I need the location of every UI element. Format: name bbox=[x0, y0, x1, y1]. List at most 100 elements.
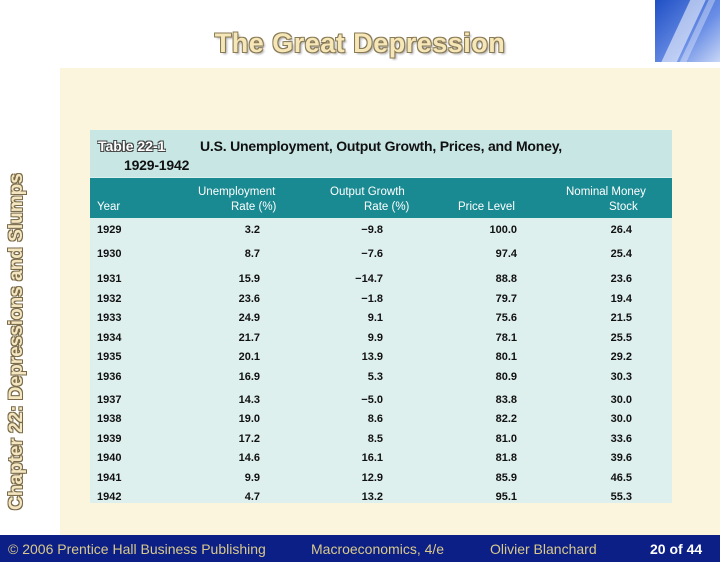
cell-year: 1937 bbox=[97, 394, 122, 406]
cell-money-stock: 19.4 bbox=[610, 293, 632, 305]
cell-output-growth-rate: 13.9 bbox=[361, 351, 383, 363]
header-unemployment-unit: Rate (%) bbox=[231, 201, 277, 213]
footer-book: Macroeconomics, 4/e bbox=[311, 541, 445, 557]
cell-year: 1942 bbox=[97, 491, 122, 503]
table-row: 1941 9.9 12.9 85.9 46.5 bbox=[90, 469, 672, 489]
cell-year: 1939 bbox=[97, 433, 122, 445]
data-table: Table 22-1 U.S. Unemployment, Output Gro… bbox=[90, 130, 672, 503]
cell-year: 1941 bbox=[97, 472, 122, 484]
cell-money-stock: 46.5 bbox=[610, 472, 632, 484]
table-row: 1942 4.7 13.2 95.1 55.3 bbox=[90, 488, 672, 508]
cell-output-growth-rate: 8.6 bbox=[367, 413, 383, 425]
cell-year: 1929 bbox=[97, 224, 122, 236]
cell-unemployment-rate: 14.6 bbox=[238, 452, 260, 464]
chapter-label: Chapter 22: Depressions and Slumps bbox=[6, 173, 27, 510]
cell-output-growth-rate: 5.3 bbox=[367, 371, 383, 383]
table-header: Year Unemployment Rate (%) Output Growth… bbox=[90, 178, 672, 218]
cell-output-growth-rate: 16.1 bbox=[361, 452, 383, 464]
cell-output-growth-rate: −14.7 bbox=[355, 273, 383, 285]
cell-unemployment-rate: 3.2 bbox=[244, 224, 260, 236]
footer: © 2006 Prentice Hall Business Publishing… bbox=[0, 535, 720, 562]
cell-output-growth-rate: 9.1 bbox=[367, 312, 383, 324]
table-row: 1939 17.2 8.5 81.0 33.6 bbox=[90, 430, 672, 450]
cell-unemployment-rate: 15.9 bbox=[238, 273, 260, 285]
table-row: 1934 21.7 9.9 78.1 25.5 bbox=[90, 329, 672, 349]
cell-price-level: 81.8 bbox=[495, 452, 517, 464]
cell-price-level: 82.2 bbox=[495, 413, 517, 425]
footer-page-number: 20 of 44 bbox=[650, 541, 703, 557]
cell-year: 1933 bbox=[97, 312, 122, 324]
cell-price-level: 97.4 bbox=[495, 248, 517, 260]
cell-unemployment-rate: 8.7 bbox=[244, 248, 260, 260]
cell-money-stock: 30.0 bbox=[610, 413, 632, 425]
table-label: Table 22-1 bbox=[98, 138, 166, 154]
table-row: 1938 19.0 8.6 82.2 30.0 bbox=[90, 410, 672, 430]
cell-year: 1932 bbox=[97, 293, 122, 305]
cell-year: 1930 bbox=[97, 248, 122, 260]
cell-output-growth-rate: 12.9 bbox=[361, 472, 383, 484]
cell-money-stock: 33.6 bbox=[610, 433, 632, 445]
header-price-level: Price Level bbox=[458, 201, 515, 213]
header-money: Nominal Money bbox=[566, 186, 646, 198]
table-row: 1930 8.7 −7.6 97.4 25.4 bbox=[90, 245, 672, 265]
cell-unemployment-rate: 9.9 bbox=[244, 472, 260, 484]
table-row: 1932 23.6 −1.8 79.7 19.4 bbox=[90, 290, 672, 310]
slide-title: The Great Depression bbox=[214, 28, 506, 58]
cell-unemployment-rate: 20.1 bbox=[238, 351, 260, 363]
cell-year: 1936 bbox=[97, 371, 122, 383]
cell-year: 1934 bbox=[97, 332, 122, 344]
table-caption: Table 22-1 U.S. Unemployment, Output Gro… bbox=[90, 130, 672, 177]
header-output-growth-unit: Rate (%) bbox=[364, 201, 410, 213]
cell-money-stock: 30.3 bbox=[610, 371, 632, 383]
cell-money-stock: 21.5 bbox=[610, 312, 632, 324]
cell-money-stock: 25.5 bbox=[610, 332, 632, 344]
cell-price-level: 81.0 bbox=[495, 433, 517, 445]
cell-price-level: 80.9 bbox=[495, 371, 517, 383]
cell-year: 1935 bbox=[97, 351, 122, 363]
cell-price-level: 85.9 bbox=[495, 472, 517, 484]
table-row: 1929 3.2 −9.8 100.0 26.4 bbox=[90, 221, 672, 241]
cell-money-stock: 30.0 bbox=[610, 394, 632, 406]
cell-output-growth-rate: −5.0 bbox=[361, 394, 383, 406]
header-output-growth: Output Growth bbox=[330, 186, 405, 198]
cell-output-growth-rate: −7.6 bbox=[361, 248, 383, 260]
cell-unemployment-rate: 24.9 bbox=[238, 312, 260, 324]
cell-money-stock: 55.3 bbox=[610, 491, 632, 503]
cell-output-growth-rate: −1.8 bbox=[361, 293, 383, 305]
cell-money-stock: 23.6 bbox=[610, 273, 632, 285]
table-row: 1937 14.3 −5.0 83.8 30.0 bbox=[90, 391, 672, 411]
table-row: 1936 16.9 5.3 80.9 30.3 bbox=[90, 368, 672, 388]
cell-year: 1940 bbox=[97, 452, 122, 464]
cell-output-growth-rate: 8.5 bbox=[367, 433, 383, 445]
cell-price-level: 100.0 bbox=[489, 224, 517, 236]
footer-author: Olivier Blanchard bbox=[490, 541, 597, 557]
cell-output-growth-rate: 9.9 bbox=[367, 332, 383, 344]
cell-money-stock: 29.2 bbox=[610, 351, 632, 363]
cell-price-level: 88.8 bbox=[495, 273, 517, 285]
cell-unemployment-rate: 23.6 bbox=[238, 293, 260, 305]
table-row: 1935 20.1 13.9 80.1 29.2 bbox=[90, 348, 672, 368]
cell-unemployment-rate: 19.0 bbox=[238, 413, 260, 425]
cell-output-growth-rate: 13.2 bbox=[361, 491, 383, 503]
cell-price-level: 83.8 bbox=[495, 394, 517, 406]
table-title-years: 1929-1942 bbox=[124, 157, 190, 173]
table-row: 1931 15.9 −14.7 88.8 23.6 bbox=[90, 270, 672, 290]
cell-money-stock: 39.6 bbox=[610, 452, 632, 464]
header-money-unit: Stock bbox=[609, 201, 638, 213]
cell-output-growth-rate: −9.8 bbox=[361, 224, 383, 236]
cell-unemployment-rate: 21.7 bbox=[238, 332, 260, 344]
cell-unemployment-rate: 14.3 bbox=[238, 394, 260, 406]
footer-copyright: © 2006 Prentice Hall Business Publishing bbox=[8, 541, 266, 557]
header-year: Year bbox=[97, 201, 121, 213]
cell-money-stock: 26.4 bbox=[610, 224, 632, 236]
corner-decoration bbox=[655, 0, 720, 62]
table-row: 1933 24.9 9.1 75.6 21.5 bbox=[90, 309, 672, 329]
cell-unemployment-rate: 16.9 bbox=[238, 371, 260, 383]
header-unemployment: Unemployment bbox=[198, 186, 276, 198]
cell-price-level: 78.1 bbox=[495, 332, 517, 344]
cell-year: 1938 bbox=[97, 413, 122, 425]
cell-price-level: 95.1 bbox=[495, 491, 517, 503]
table-title: U.S. Unemployment, Output Growth, Prices… bbox=[200, 138, 562, 154]
cell-price-level: 79.7 bbox=[495, 293, 517, 305]
